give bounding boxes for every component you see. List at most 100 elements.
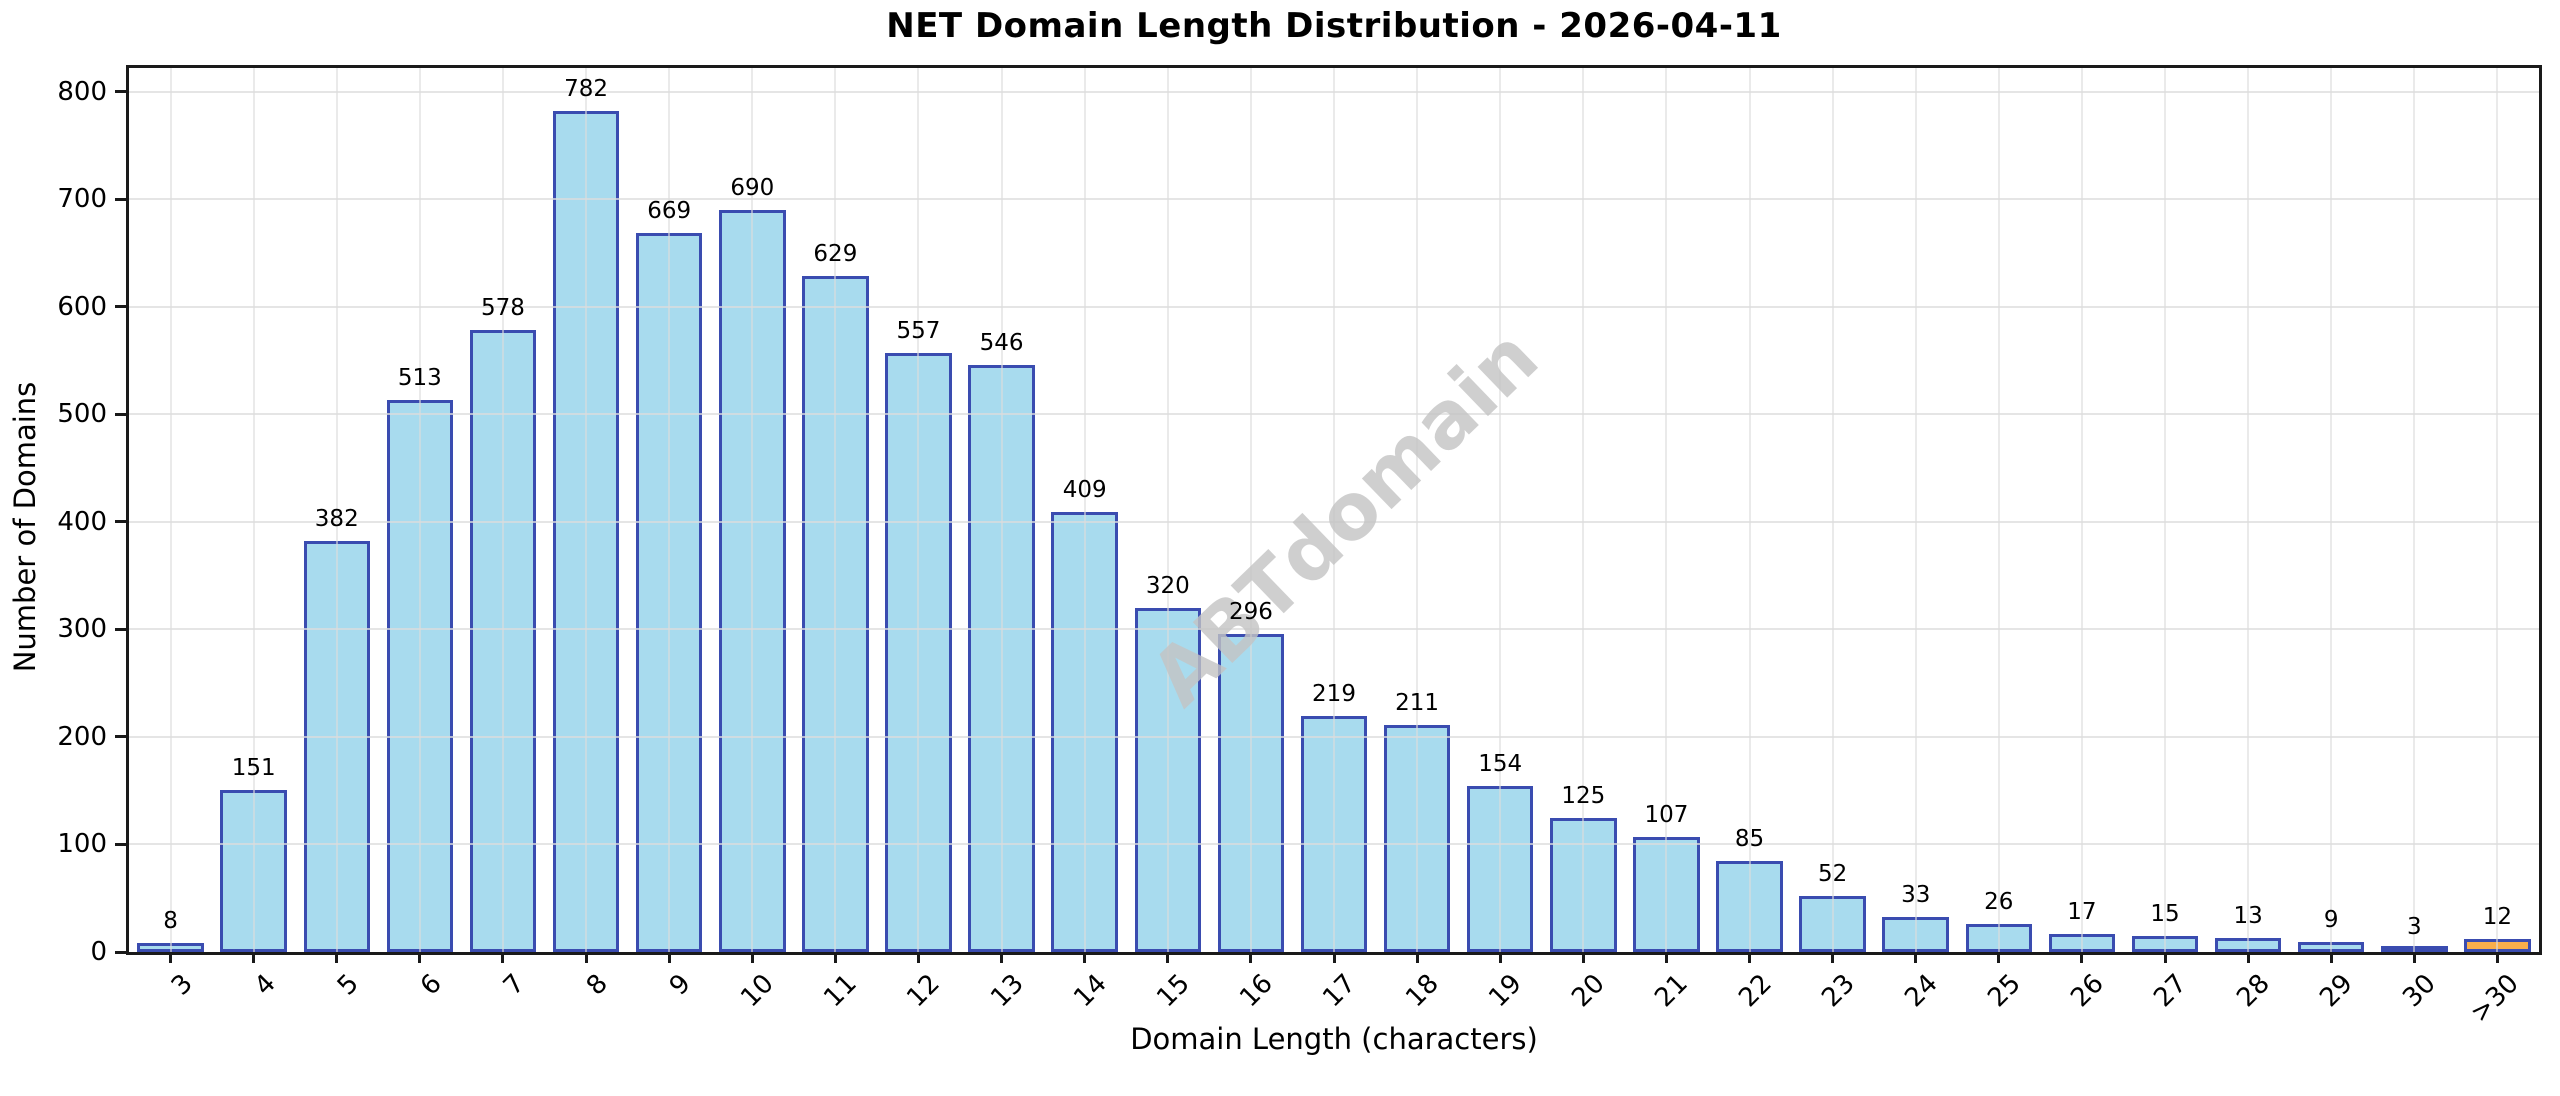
x-tick-mark bbox=[1249, 952, 1253, 963]
x-tick-mark bbox=[1748, 952, 1752, 963]
bar-3 bbox=[137, 943, 204, 952]
bar-value-label-25: 26 bbox=[1984, 889, 2014, 916]
gridline-x-27 bbox=[2164, 68, 2167, 952]
y-tick-mark bbox=[115, 950, 126, 954]
x-tick-mark bbox=[2329, 952, 2333, 963]
y-tick-label: 700 bbox=[57, 184, 107, 215]
x-tick-mark bbox=[2163, 952, 2167, 963]
bar-24 bbox=[1882, 916, 1949, 952]
bar-value-label-29: 9 bbox=[2323, 907, 2339, 934]
bar-value-label-13: 546 bbox=[979, 329, 1024, 356]
y-tick-mark bbox=[115, 520, 126, 524]
bar-22 bbox=[1716, 860, 1783, 952]
bar-10 bbox=[719, 209, 786, 952]
x-tick-mark bbox=[335, 952, 339, 963]
bar-value-label->30: 12 bbox=[2482, 904, 2513, 931]
bar-value-label-12: 557 bbox=[896, 317, 941, 344]
x-tick-mark bbox=[1831, 952, 1835, 963]
y-tick-label: 200 bbox=[57, 721, 107, 752]
y-tick-mark bbox=[115, 412, 126, 416]
x-tick-mark bbox=[2080, 952, 2084, 963]
bar-15 bbox=[1134, 607, 1202, 952]
gridline-x-25 bbox=[1997, 68, 2000, 952]
y-tick-label: 100 bbox=[57, 829, 107, 860]
bar-value-label-15: 320 bbox=[1145, 572, 1190, 599]
x-tick-mark bbox=[833, 952, 837, 963]
x-tick-mark bbox=[1997, 952, 2001, 963]
bar-value-label-6: 513 bbox=[397, 365, 442, 392]
bar-26 bbox=[2048, 933, 2116, 952]
bar-value-label-7: 578 bbox=[481, 295, 525, 322]
gridline-x-3 bbox=[169, 68, 172, 952]
x-tick-mark bbox=[2412, 952, 2416, 963]
bar-value-label-3: 8 bbox=[163, 908, 178, 935]
y-tick-mark bbox=[115, 90, 126, 94]
x-tick-mark bbox=[667, 952, 671, 963]
bar-value-label-27: 15 bbox=[2150, 900, 2180, 927]
bar-20 bbox=[1550, 817, 1617, 952]
bar-value-label-10: 690 bbox=[730, 174, 775, 201]
bar-value-label-22: 85 bbox=[1734, 825, 1765, 852]
bar-25 bbox=[1965, 924, 2033, 952]
bar-value-label-8: 782 bbox=[564, 76, 609, 103]
bar-27 bbox=[2131, 935, 2199, 952]
x-tick-mark bbox=[2246, 952, 2250, 963]
x-tick-mark bbox=[1664, 952, 1668, 963]
x-tick-mark bbox=[1914, 952, 1918, 963]
bar-value-label-23: 52 bbox=[1817, 861, 1848, 888]
y-tick-label: 300 bbox=[57, 614, 107, 645]
bar->30 bbox=[2464, 939, 2531, 952]
y-tick-label: 400 bbox=[57, 506, 107, 537]
bar-17 bbox=[1300, 716, 1368, 952]
bar-8 bbox=[552, 111, 620, 952]
x-tick-mark bbox=[1166, 952, 1170, 963]
bar-value-label-20: 125 bbox=[1561, 782, 1606, 809]
bar-7 bbox=[469, 330, 537, 952]
y-tick-label: 800 bbox=[57, 76, 107, 107]
x-tick-mark bbox=[750, 952, 754, 963]
x-tick-mark bbox=[1083, 952, 1087, 963]
bar-value-label-11: 629 bbox=[813, 240, 858, 267]
gridline-x->30 bbox=[2496, 68, 2499, 952]
y-tick-mark bbox=[115, 842, 126, 846]
gridline-y-800 bbox=[129, 90, 2539, 93]
bar-value-label-14: 409 bbox=[1062, 477, 1107, 504]
bar-value-label-30: 3 bbox=[2407, 913, 2422, 940]
bar-29 bbox=[2298, 942, 2365, 952]
x-tick-mark bbox=[1000, 952, 1004, 963]
gridline-y-700 bbox=[129, 198, 2539, 201]
bar-9 bbox=[635, 232, 703, 952]
bar-28 bbox=[2214, 938, 2282, 952]
bar-13 bbox=[968, 364, 1035, 952]
bar-value-label-24: 33 bbox=[1901, 881, 1931, 908]
bar-value-label-21: 107 bbox=[1644, 801, 1689, 828]
x-tick-mark bbox=[1415, 952, 1419, 963]
plot-area: 0 100 200 300 400 500 600 700 800 8 3 151 4 382 5 513 6 5… bbox=[57, 65, 2542, 1029]
bar-5 bbox=[303, 541, 370, 952]
bar-11 bbox=[802, 275, 869, 952]
bar-value-label-17: 219 bbox=[1312, 681, 1356, 708]
x-tick-mark bbox=[169, 952, 173, 963]
bar-16 bbox=[1217, 633, 1285, 952]
x-tick-mark bbox=[418, 952, 422, 963]
y-tick-mark bbox=[115, 735, 126, 739]
bar-value-label-5: 382 bbox=[314, 506, 359, 533]
x-tick-mark bbox=[584, 952, 588, 963]
x-tick-mark bbox=[2495, 952, 2499, 963]
gridline-x-24 bbox=[1914, 68, 1917, 952]
bar-30 bbox=[2381, 946, 2448, 952]
gridline-x-29 bbox=[2330, 68, 2333, 952]
x-axis-title: Domain Length (characters) bbox=[1130, 1022, 1538, 1056]
bar-value-label-28: 13 bbox=[2233, 903, 2263, 930]
bar-value-label-19: 154 bbox=[1478, 751, 1523, 778]
bar-23 bbox=[1799, 896, 1866, 952]
bar-value-label-9: 669 bbox=[647, 197, 692, 224]
y-tick-mark bbox=[115, 627, 126, 631]
x-tick-mark bbox=[501, 952, 505, 963]
bar-value-label-18: 211 bbox=[1395, 690, 1440, 717]
y-tick-label: 600 bbox=[57, 291, 107, 322]
x-tick-mark bbox=[1498, 952, 1502, 963]
y-tick-mark bbox=[115, 197, 126, 201]
x-tick-mark bbox=[252, 952, 256, 963]
